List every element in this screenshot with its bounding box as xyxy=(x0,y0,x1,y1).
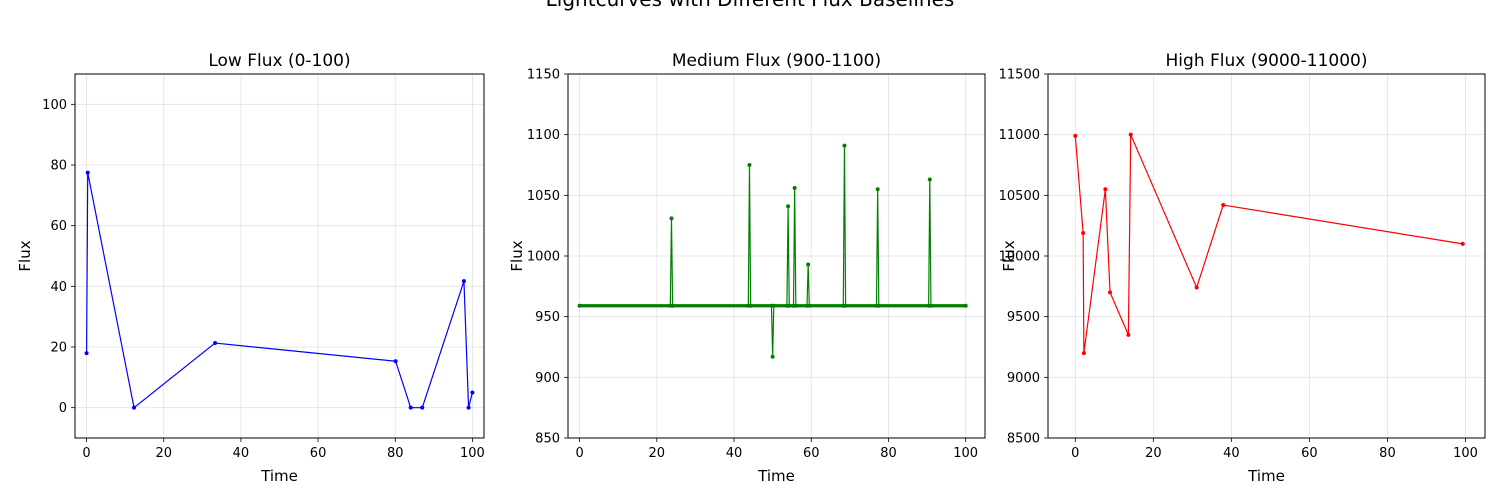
medium-flux-ytick-label: 950 xyxy=(535,310,560,325)
low-flux-xtick-label: 20 xyxy=(155,446,172,461)
low-flux-ytick-label: 60 xyxy=(50,219,67,234)
medium-flux-data-point xyxy=(875,187,880,192)
high-flux-data-point xyxy=(1103,187,1108,192)
high-flux-xtick-label: 0 xyxy=(1071,446,1079,461)
medium-flux-data-point xyxy=(770,354,775,359)
high-flux-ylabel: Flux xyxy=(1000,240,1018,271)
medium-flux-panel: 0 20 40 60 80 100 850 900 950 1000 1050 1100 1150 Med… xyxy=(508,51,986,485)
medium-flux-xtick-label: 0 xyxy=(575,446,583,461)
low-flux-xlabel: Time xyxy=(260,467,298,485)
medium-flux-series-line xyxy=(579,144,966,358)
low-flux-xtick-label: 0 xyxy=(82,446,90,461)
high-flux-panel: 0 20 40 60 80 100 8500 9000 9500 10000 10500 11000 1… xyxy=(999,51,1486,485)
high-flux-xlabel: Time xyxy=(1247,467,1285,485)
low-flux-data-point xyxy=(84,351,89,356)
medium-flux-data-point xyxy=(669,216,674,221)
medium-flux-xtick-label: 40 xyxy=(726,446,743,461)
low-flux-title: Low Flux (0-100) xyxy=(208,51,350,71)
high-flux-data-point xyxy=(1221,203,1226,208)
low-flux-xtick-label: 80 xyxy=(387,446,404,461)
high-flux-ytick-label: 11500 xyxy=(999,68,1040,83)
medium-flux-ytick-label: 1050 xyxy=(527,189,560,204)
low-flux-axes-frame xyxy=(74,73,485,439)
medium-flux-xlabel: Time xyxy=(757,467,795,485)
high-flux-data-point xyxy=(1108,290,1113,295)
low-flux-ytick-label: 20 xyxy=(50,341,67,356)
medium-flux-ytick-label: 900 xyxy=(535,371,560,386)
low-flux-data-point xyxy=(408,405,413,410)
high-flux-data-point xyxy=(1081,230,1086,235)
high-flux-ytick-label: 11000 xyxy=(999,128,1040,143)
high-flux-data-point xyxy=(1460,241,1465,246)
medium-flux-ytick-label: 1000 xyxy=(527,250,560,265)
high-flux-ytick-label: 9000 xyxy=(1007,371,1040,386)
high-flux-series-line xyxy=(1074,134,1463,354)
low-flux-data-point xyxy=(466,405,471,410)
medium-flux-xtick-label: 60 xyxy=(803,446,820,461)
low-flux-xtick-label: 100 xyxy=(460,446,485,461)
medium-flux-baseline-point xyxy=(964,304,968,308)
medium-flux-data-point xyxy=(927,177,932,182)
high-flux-ytick-label: 10000 xyxy=(999,250,1040,265)
medium-flux-xtick-label: 20 xyxy=(649,446,666,461)
high-flux-xtick-label: 60 xyxy=(1301,446,1318,461)
low-flux-data-point xyxy=(393,359,398,364)
high-flux-data-point xyxy=(1128,132,1133,137)
low-flux-data-point xyxy=(213,341,218,346)
low-flux-xtick-label: 40 xyxy=(233,446,250,461)
medium-flux-title: Medium Flux (900-1100) xyxy=(672,51,881,71)
figure-suptitle: Lightcurves with Different Flux Baseline… xyxy=(546,0,955,11)
medium-flux-xtick-label: 80 xyxy=(880,446,897,461)
high-flux-data-point xyxy=(1126,332,1131,337)
low-flux-series-line xyxy=(85,171,474,409)
high-flux-ytick-label: 8500 xyxy=(1007,432,1040,447)
low-flux-ylabel: Flux xyxy=(16,240,34,271)
high-flux-ytick-label: 10500 xyxy=(999,189,1040,204)
low-flux-data-point xyxy=(420,405,425,410)
medium-flux-ytick-label: 850 xyxy=(535,432,560,447)
high-flux-xtick-label: 40 xyxy=(1223,446,1240,461)
high-flux-data-point xyxy=(1081,351,1086,356)
low-flux-ytick-label: 40 xyxy=(50,280,67,295)
low-flux-data-point xyxy=(132,405,137,410)
high-flux-xtick-label: 100 xyxy=(1453,446,1478,461)
high-flux-data-point xyxy=(1194,285,1199,290)
medium-flux-data-point xyxy=(747,163,752,167)
medium-flux-data-point xyxy=(842,143,847,148)
low-flux-ytick-label: 80 xyxy=(50,159,67,174)
low-flux-ytick-label: 100 xyxy=(42,98,67,113)
medium-flux-ytick-label: 1100 xyxy=(527,128,560,143)
medium-flux-xtick-label: 100 xyxy=(953,446,978,461)
high-flux-ytick-label: 9500 xyxy=(1007,310,1040,325)
low-flux-data-point xyxy=(470,390,475,395)
low-flux-data-point xyxy=(85,170,90,175)
high-flux-title: High Flux (9000-11000) xyxy=(1166,51,1368,71)
medium-flux-ylabel: Flux xyxy=(508,240,526,271)
low-flux-data-point xyxy=(461,279,466,284)
medium-flux-data-point xyxy=(786,204,791,209)
medium-flux-data-point xyxy=(806,262,811,267)
low-flux-panel: 0 20 40 60 80 100 0 20 40 60 80 100 Low Flux (0-100)… xyxy=(16,51,485,485)
high-flux-xtick-label: 80 xyxy=(1379,446,1396,461)
high-flux-data-point xyxy=(1073,133,1078,138)
medium-flux-ytick-label: 1150 xyxy=(527,68,560,83)
medium-flux-data-point xyxy=(792,186,797,191)
low-flux-ytick-label: 0 xyxy=(59,401,67,416)
low-flux-xtick-label: 60 xyxy=(310,446,327,461)
high-flux-xtick-label: 20 xyxy=(1145,446,1162,461)
